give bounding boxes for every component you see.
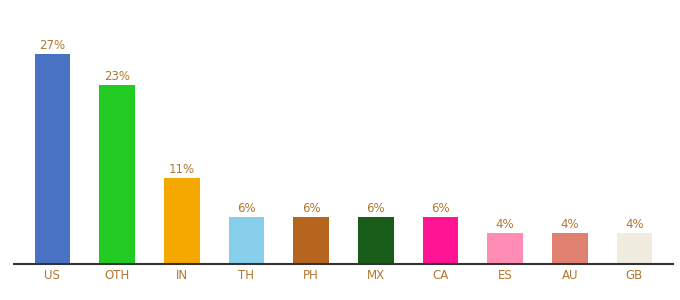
Bar xyxy=(35,54,70,264)
Text: 6%: 6% xyxy=(367,202,385,215)
Text: 6%: 6% xyxy=(237,202,256,215)
Text: 4%: 4% xyxy=(496,218,514,230)
Text: 4%: 4% xyxy=(560,218,579,230)
Bar xyxy=(552,233,588,264)
Text: 23%: 23% xyxy=(104,70,130,83)
Bar xyxy=(358,217,394,264)
Text: 11%: 11% xyxy=(169,163,194,176)
Text: 6%: 6% xyxy=(302,202,320,215)
Bar xyxy=(617,233,652,264)
Text: 6%: 6% xyxy=(431,202,449,215)
Text: 27%: 27% xyxy=(39,39,65,52)
Bar xyxy=(293,217,329,264)
Bar xyxy=(422,217,458,264)
Bar xyxy=(488,233,523,264)
Bar xyxy=(228,217,265,264)
Bar xyxy=(99,85,135,264)
Text: 4%: 4% xyxy=(625,218,644,230)
Bar xyxy=(164,178,199,264)
